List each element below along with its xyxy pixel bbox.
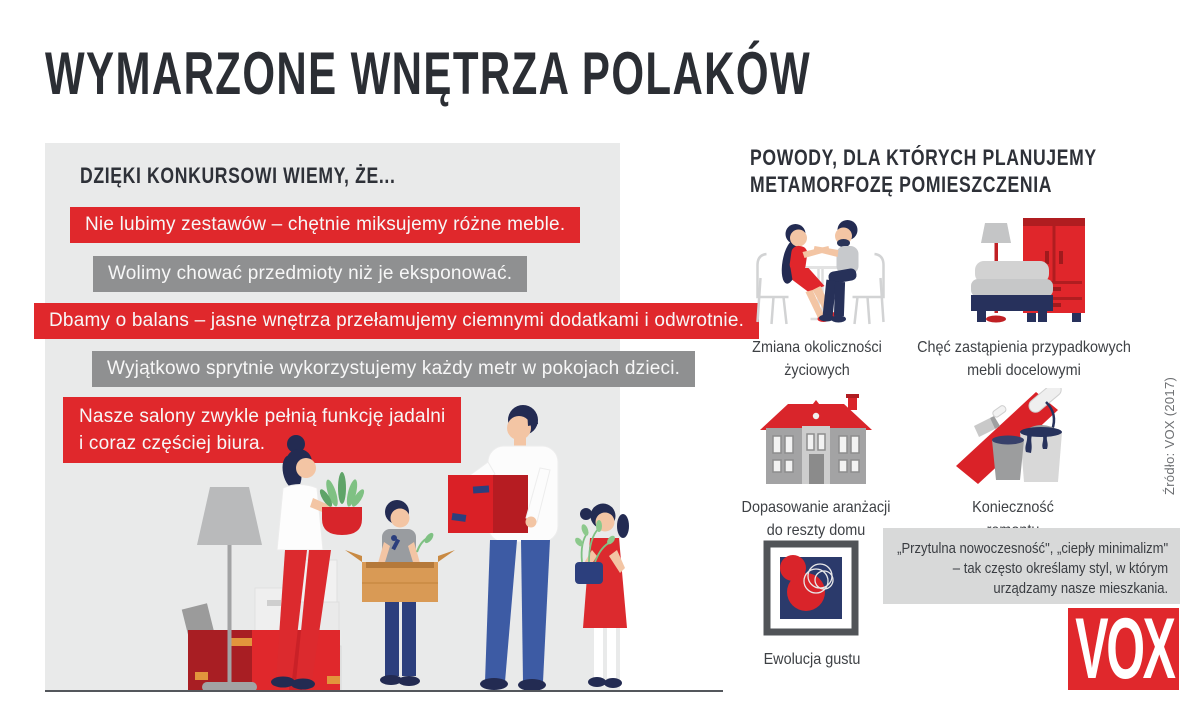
red-box-icon (448, 475, 528, 533)
findings-heading: DZIĘKI KONKURSOWI WIEMY, ŻE... (80, 163, 396, 188)
girl-figure (575, 503, 629, 688)
finding-banner: Wyjątkowo sprytnie wykorzystujemy każdy … (92, 351, 696, 387)
family-moving-illustration (181, 405, 629, 692)
boy-figure (345, 500, 455, 686)
reason-caption: Chęć zastąpienia przypadkowych mebli doc… (917, 339, 1131, 379)
couple-at-table-icon (756, 220, 885, 325)
reason-caption: Dopasowanie aranżacji do reszty domu (741, 499, 891, 539)
finding-banner: Nasze salony zwykle pełnią funkcję jadal… (63, 397, 462, 463)
finding-banner: Dbamy o balans – jasne wnętrza przełamuj… (34, 303, 760, 339)
floor-lamp (197, 487, 262, 692)
potted-plant-icon (319, 472, 365, 535)
cardboard-box-icon (345, 532, 455, 602)
finding-banner: Nie lubimy zestawów – chętnie miksujemy … (70, 207, 581, 243)
mother-figure (271, 435, 365, 690)
paint-renovation-icon (956, 388, 1062, 484)
quote-text: „Przytulna nowoczesność", „ciepły minima… (896, 541, 1168, 597)
girl-plant-icon (575, 520, 615, 584)
reasons-heading: POWODY, DLA KTÓRYCH PLANUJEMY METAMORFOZ… (750, 145, 1097, 197)
house-icon (760, 394, 872, 484)
reason-caption: Zmiana okoliczności życiowych (752, 339, 882, 379)
quote-box: „Przytulna nowoczesność", „ciepły minima… (883, 528, 1180, 604)
reason-caption: Ewolucja gustu (763, 651, 861, 668)
father-figure (448, 405, 559, 691)
vox-logo-text: VOX (1075, 601, 1177, 697)
page-title: WYMARZONE WNĘTRZA POLAKÓW (45, 40, 812, 107)
floor-line (45, 690, 723, 692)
finding-banner: Wolimy chować przedmioty niż je eksponow… (93, 256, 528, 292)
bedroom-furniture-icon (971, 218, 1085, 323)
source-note: Źródło: VOX (2017) (1162, 376, 1177, 495)
framed-abstract-art-icon (763, 540, 859, 636)
vox-logo: VOX (1068, 601, 1179, 697)
